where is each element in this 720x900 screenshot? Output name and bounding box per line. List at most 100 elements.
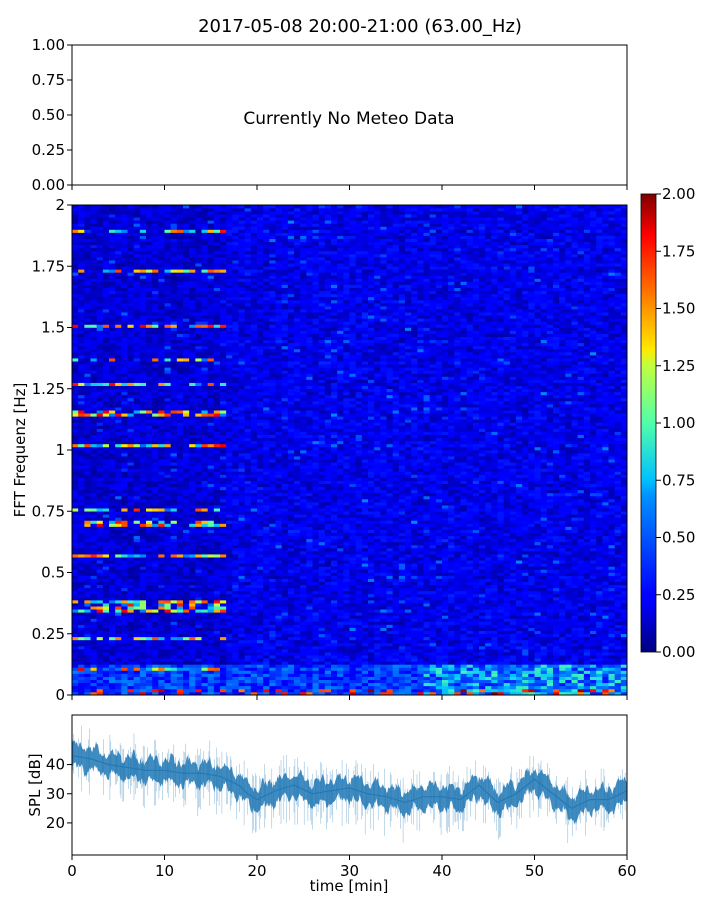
spectrogram-cell: [109, 621, 116, 625]
spectrogram-cell: [398, 566, 406, 570]
spectrogram-cell: [244, 673, 252, 677]
spectrogram-cell: [602, 624, 609, 628]
spectrogram-cell: [176, 603, 184, 607]
spectrogram-cell: [405, 572, 412, 576]
spectrogram-cell: [78, 532, 85, 537]
spectrogram-cell: [429, 682, 437, 687]
spectrogram-cell: [442, 548, 449, 552]
spectrogram-cell: [102, 618, 110, 622]
spectrogram-cell: [183, 600, 190, 604]
spectrogram-cell: [170, 661, 178, 665]
spectrogram-cell: [380, 572, 387, 576]
spectrogram-cell: [96, 618, 104, 622]
spectrogram-cell: [355, 529, 363, 533]
spectrogram-cell: [583, 529, 591, 533]
spectrogram-cell: [429, 676, 437, 680]
spectrogram-cell: [72, 649, 79, 653]
spectrogram-cell: [170, 597, 178, 601]
spectrogram-cell: [226, 603, 233, 607]
spectrogram-cell: [540, 673, 548, 677]
spectrogram-cell: [553, 532, 560, 537]
spectrogram-cell: [534, 667, 541, 671]
spectrogram-cell: [121, 670, 128, 674]
spectrogram-cell: [602, 636, 609, 641]
spectrogram-cell: [146, 670, 153, 674]
spectrogram-cell: [213, 658, 221, 662]
spectrogram-cell: [540, 652, 548, 656]
spectrogram-cell: [454, 609, 461, 613]
spectrogram-cell: [170, 621, 178, 625]
spectrogram-cell: [374, 566, 381, 570]
spectrogram-cell: [435, 630, 443, 635]
spectrogram-cell: [84, 563, 91, 567]
spectrogram-cell: [72, 636, 79, 641]
spectrogram-cell: [306, 600, 313, 604]
spectrogram-cell: [152, 676, 159, 680]
spectrogram-cell: [250, 593, 258, 598]
spectrogram-cell: [472, 661, 480, 665]
spectrogram-cell: [392, 557, 400, 561]
spectrogram-cell: [522, 630, 529, 635]
spectrogram-cell: [176, 541, 184, 546]
spectrogram-cell: [139, 566, 147, 570]
spectrogram-cell: [343, 551, 350, 555]
spectrogram-cell: [226, 554, 233, 558]
spectrogram-cell: [583, 535, 591, 540]
spectrogram-cell: [337, 597, 344, 601]
spectrogram-cell: [158, 557, 165, 561]
spectrogram-cell: [318, 544, 326, 549]
spectrogram-cell: [602, 600, 609, 604]
spectrogram-cell: [139, 554, 147, 558]
spectrogram-cell: [491, 554, 498, 558]
spectrogram-cell: [312, 544, 319, 549]
spectrogram-cell: [176, 587, 184, 592]
spectrogram-cell: [201, 682, 208, 687]
spectrogram-cell: [429, 633, 437, 638]
spectrogram-cell: [183, 572, 190, 576]
spectrogram-cell: [201, 526, 208, 530]
spectrogram-cell: [109, 575, 116, 579]
spectrogram-cell: [534, 566, 541, 570]
spectrogram-cell: [503, 652, 511, 656]
spectrogram-cell: [565, 535, 572, 540]
spectrogram-cell: [195, 578, 202, 582]
spectrogram-cell: [324, 584, 332, 589]
spectrogram-cell: [127, 557, 134, 561]
spectrogram-cell: [435, 575, 443, 579]
spectrogram-cell: [294, 691, 301, 696]
spectrogram-cell: [201, 578, 208, 582]
spectrogram-cell: [466, 569, 474, 573]
spectrogram-cell: [109, 688, 116, 693]
spectrogram-cell: [146, 624, 153, 628]
spectrogram-cell: [429, 560, 437, 564]
spectrogram-cell: [516, 646, 523, 650]
spectrogram-cell: [386, 612, 393, 616]
spectrogram-cell: [577, 541, 585, 546]
spectrogram-cell: [411, 600, 418, 604]
spectrogram-cell: [164, 548, 171, 552]
spectrogram-cell: [213, 551, 221, 555]
spectrogram-cell: [361, 581, 369, 586]
spectrogram-cell: [355, 581, 363, 586]
spectrogram-cell: [213, 569, 221, 573]
spectrogram-cell: [201, 593, 208, 598]
spectrogram-cell: [343, 624, 350, 628]
spectrogram-cell: [608, 529, 615, 533]
spectrogram-cell: [146, 612, 153, 616]
spectrogram-cell: [540, 624, 548, 628]
spectrogram-cell: [244, 688, 252, 693]
spectrogram-cell: [72, 597, 79, 601]
spectrogram-cell: [102, 557, 110, 561]
spectrogram-cell: [158, 627, 165, 631]
spectrogram-cell: [559, 551, 566, 555]
spectrogram-cell: [577, 609, 585, 613]
spectrogram-cell: [78, 624, 85, 628]
spectrogram-cell: [139, 548, 147, 552]
spectrogram-cell: [460, 612, 467, 616]
spectrogram-cell: [553, 630, 560, 635]
spectrogram-cell: [195, 572, 202, 576]
spectrogram-cell: [349, 682, 356, 687]
spectrogram-cell: [528, 649, 535, 653]
spectrogram-cell: [528, 664, 535, 668]
spectrogram-cell: [411, 664, 418, 668]
